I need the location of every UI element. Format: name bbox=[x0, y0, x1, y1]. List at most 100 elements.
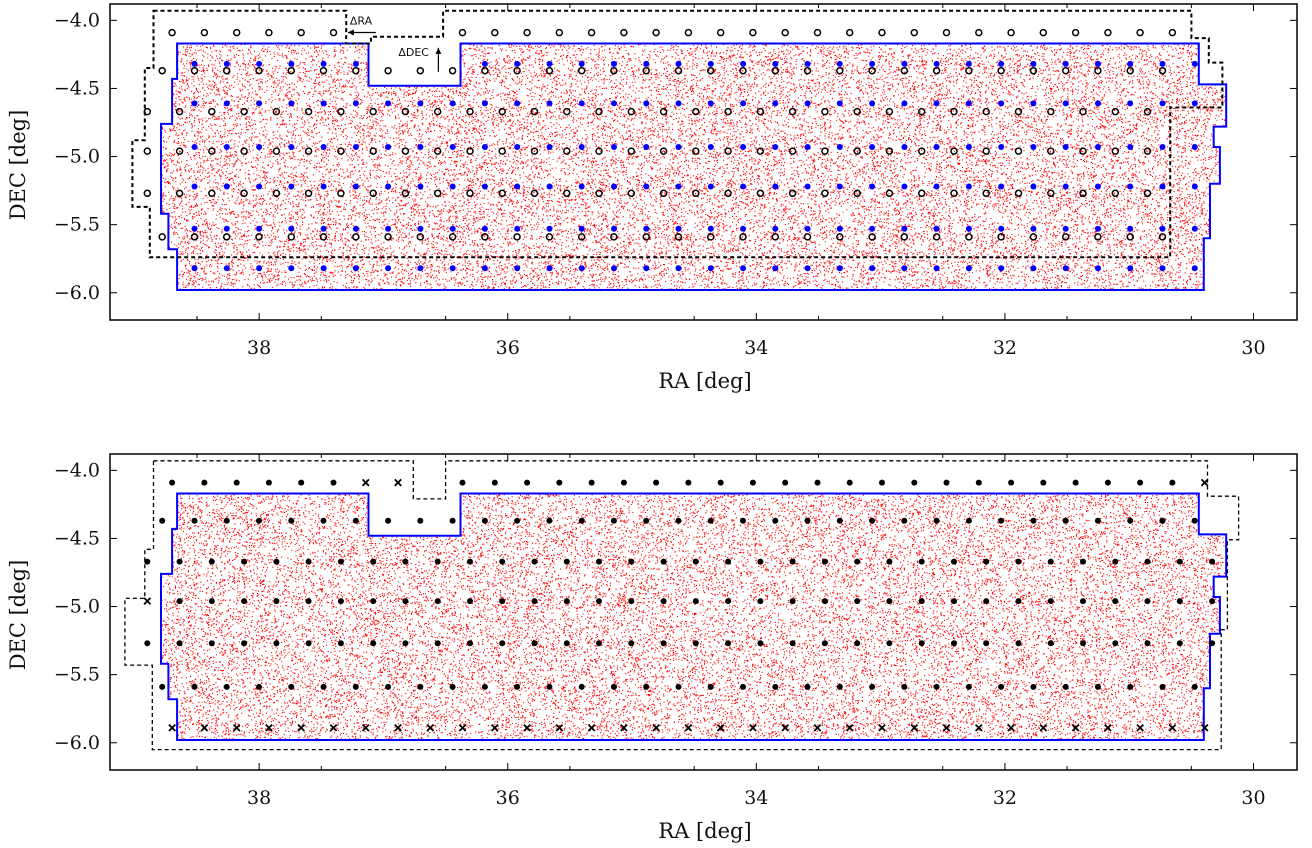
filled-point bbox=[305, 598, 312, 605]
blue-point bbox=[385, 144, 392, 150]
blue-point bbox=[869, 60, 876, 67]
blue-point bbox=[385, 100, 392, 107]
blue-point bbox=[1062, 144, 1069, 150]
blue-point bbox=[869, 183, 876, 190]
open-circle bbox=[706, 233, 715, 241]
filled-point bbox=[1047, 640, 1054, 647]
open-circle bbox=[997, 66, 1005, 75]
filled-point bbox=[628, 598, 635, 605]
filled-point bbox=[886, 598, 893, 605]
filled-point bbox=[869, 683, 876, 690]
blue-point bbox=[611, 100, 617, 107]
blue-point bbox=[707, 100, 714, 107]
filled-point bbox=[1144, 558, 1151, 565]
masked-region bbox=[1143, 515, 1150, 521]
blue-point bbox=[933, 60, 940, 67]
blue-point bbox=[256, 144, 263, 150]
blue-point bbox=[1159, 183, 1166, 190]
open-circle bbox=[821, 107, 829, 116]
filled-point bbox=[740, 683, 746, 690]
filled-point bbox=[757, 640, 764, 647]
open-circle bbox=[917, 147, 926, 155]
filled-point bbox=[288, 683, 295, 690]
filled-point bbox=[159, 517, 166, 524]
blue-point bbox=[352, 183, 359, 190]
open-circle bbox=[466, 147, 474, 155]
open-circle bbox=[1079, 107, 1087, 116]
blue-point bbox=[514, 144, 521, 150]
y-tick-label: −5.0 bbox=[54, 146, 100, 168]
open-circle bbox=[587, 28, 596, 37]
filled-point bbox=[1080, 598, 1086, 605]
open-circle bbox=[1071, 28, 1080, 37]
blue-point bbox=[385, 225, 392, 232]
open-circle bbox=[319, 66, 328, 75]
blue-point bbox=[1095, 60, 1101, 67]
filled-point bbox=[782, 479, 789, 486]
blue-point bbox=[481, 225, 488, 232]
blue-point bbox=[804, 265, 811, 272]
blue-point bbox=[836, 183, 843, 190]
filled-point bbox=[176, 558, 183, 565]
y-tick-label: −5.5 bbox=[54, 664, 100, 686]
blue-point bbox=[1062, 183, 1069, 190]
y-tick-label: −4.0 bbox=[54, 9, 100, 31]
blue-point bbox=[546, 60, 553, 67]
x-tick-label: 36 bbox=[496, 787, 520, 809]
open-circle bbox=[222, 66, 231, 75]
filled-point bbox=[886, 558, 893, 565]
cross-point bbox=[942, 723, 951, 732]
filled-point bbox=[951, 558, 957, 565]
open-circle bbox=[982, 147, 990, 155]
blue-point bbox=[223, 265, 230, 272]
filled-point bbox=[330, 479, 337, 486]
filled-point bbox=[951, 640, 957, 647]
blue-point bbox=[1095, 225, 1101, 232]
filled-point bbox=[370, 598, 377, 605]
cross-point bbox=[813, 723, 822, 732]
filled-point bbox=[1008, 479, 1015, 486]
blue-point bbox=[288, 144, 295, 150]
open-circle bbox=[369, 107, 377, 116]
open-circle bbox=[158, 66, 166, 75]
x-tick-label: 30 bbox=[1241, 787, 1265, 809]
filled-point bbox=[402, 640, 409, 647]
blue-point bbox=[869, 144, 876, 150]
blue-point bbox=[675, 265, 682, 272]
open-circle bbox=[885, 107, 894, 116]
open-circle bbox=[982, 107, 990, 116]
blue-point bbox=[223, 60, 230, 67]
filled-point bbox=[740, 517, 746, 524]
open-circle bbox=[190, 233, 199, 241]
open-circle bbox=[555, 28, 564, 37]
blue-point bbox=[869, 265, 876, 272]
cross-point bbox=[878, 723, 886, 732]
blue-point bbox=[675, 183, 682, 190]
open-circle bbox=[384, 66, 392, 75]
blue-point bbox=[707, 183, 714, 190]
blue-point bbox=[740, 60, 747, 67]
masked-region bbox=[988, 659, 997, 668]
open-circle bbox=[433, 147, 442, 155]
open-circle bbox=[337, 107, 345, 116]
filled-point bbox=[514, 517, 521, 524]
filled-point bbox=[159, 683, 166, 690]
filled-point bbox=[1030, 683, 1037, 690]
filled-point bbox=[1209, 598, 1216, 605]
open-circle bbox=[885, 189, 894, 198]
open-circle bbox=[200, 28, 209, 37]
open-circle bbox=[208, 147, 216, 155]
blue-point bbox=[965, 60, 972, 67]
open-circle bbox=[255, 233, 263, 241]
blue-point bbox=[1030, 265, 1037, 272]
open-circle bbox=[1079, 147, 1087, 155]
blue-point bbox=[1127, 60, 1134, 67]
open-circle bbox=[304, 147, 313, 155]
annotation-label: ΔDEC bbox=[398, 46, 429, 59]
blue-point bbox=[772, 60, 779, 67]
filled-point bbox=[998, 517, 1005, 524]
masked-region bbox=[1207, 125, 1213, 134]
open-circle bbox=[803, 233, 812, 241]
filled-point bbox=[417, 517, 424, 524]
blue-point bbox=[643, 183, 650, 190]
